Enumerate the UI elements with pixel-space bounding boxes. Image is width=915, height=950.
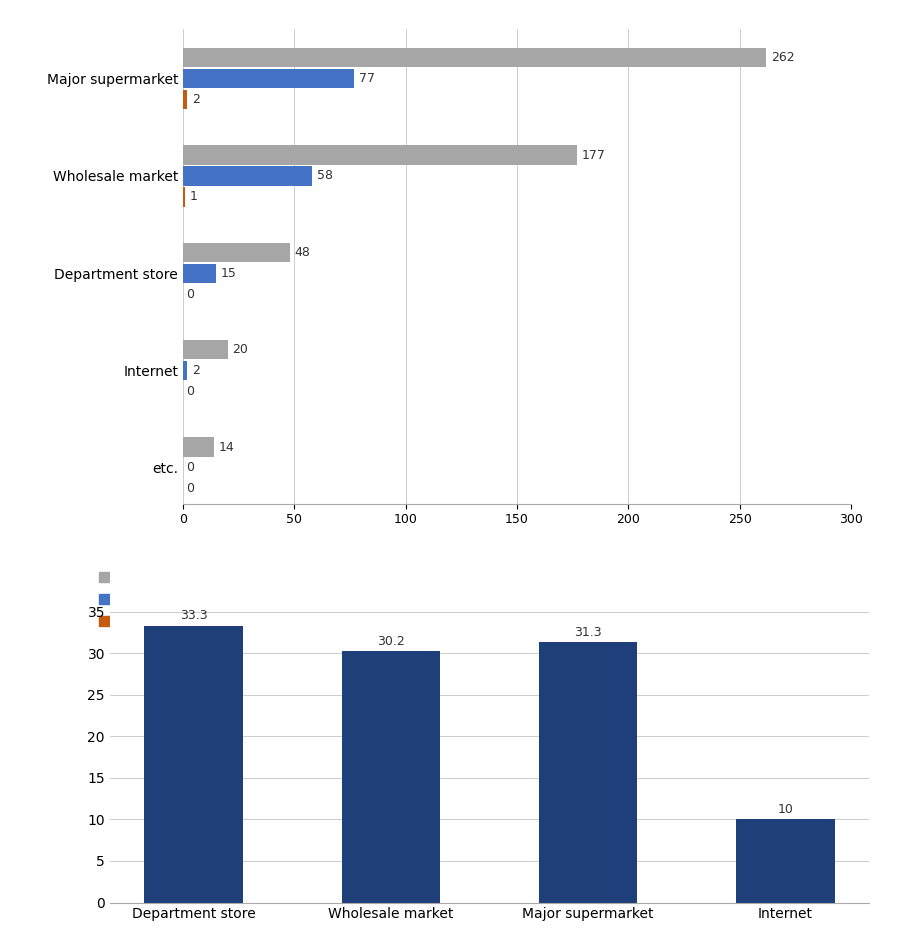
Bar <box>183 437 214 457</box>
Text: 0: 0 <box>187 483 194 495</box>
Text: 20: 20 <box>232 343 248 356</box>
Text: 30.2: 30.2 <box>377 636 404 648</box>
Bar <box>183 340 228 359</box>
Text: 1: 1 <box>189 190 198 203</box>
Text: 14: 14 <box>219 441 234 453</box>
Bar <box>183 90 188 109</box>
Text: 2: 2 <box>192 93 199 106</box>
Bar <box>736 819 834 902</box>
Text: 0: 0 <box>187 385 194 398</box>
Text: 10: 10 <box>778 803 793 816</box>
Text: 15: 15 <box>221 267 237 280</box>
Text: 48: 48 <box>295 246 310 258</box>
Text: 262: 262 <box>770 51 794 65</box>
Text: 0: 0 <box>187 288 194 301</box>
Bar <box>183 145 577 164</box>
Text: 31.3: 31.3 <box>575 626 602 639</box>
Bar <box>539 642 638 902</box>
Text: 77: 77 <box>359 72 375 86</box>
Bar <box>183 242 290 262</box>
Text: 58: 58 <box>317 169 332 182</box>
Text: 177: 177 <box>582 148 606 162</box>
Bar <box>183 48 767 67</box>
Bar <box>183 361 188 380</box>
Bar <box>183 166 312 185</box>
Bar <box>145 626 243 902</box>
Bar <box>183 187 185 207</box>
Bar <box>183 263 216 283</box>
Legend: No. of samples analysed, No. of samples detectables residues below or at MRL, No: No. of samples analysed, No. of samples … <box>99 572 457 628</box>
Text: 33.3: 33.3 <box>180 609 208 622</box>
Bar <box>341 652 440 902</box>
Bar <box>183 69 354 88</box>
Text: 0: 0 <box>187 462 194 474</box>
Text: 2: 2 <box>192 364 199 377</box>
